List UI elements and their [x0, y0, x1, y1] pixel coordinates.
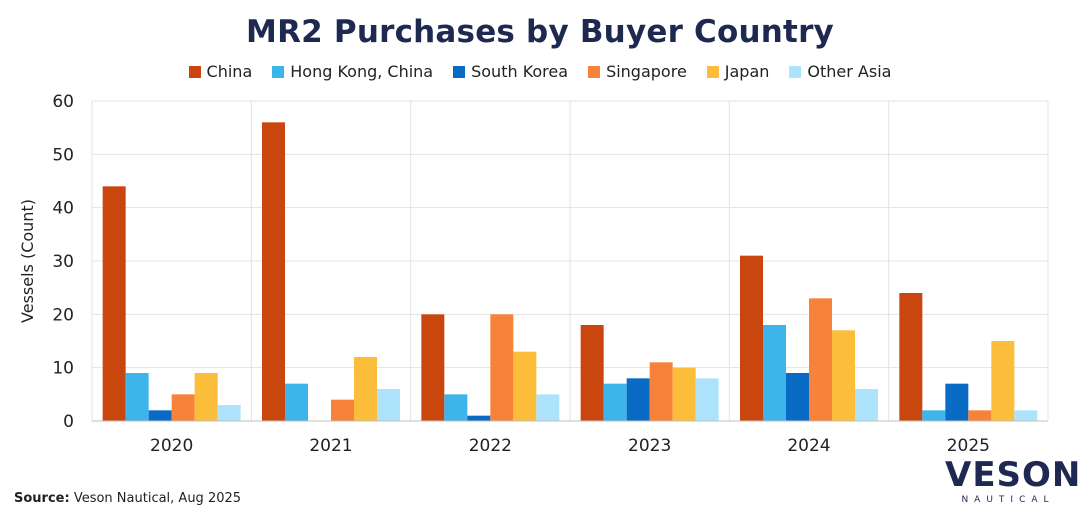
bar	[354, 357, 377, 421]
bar	[194, 373, 218, 421]
legend-label: Hong Kong, China	[290, 62, 434, 81]
bar	[490, 314, 514, 421]
x-tick-label: 2024	[787, 436, 830, 456]
y-tick-label: 30	[52, 252, 74, 272]
bar	[649, 362, 673, 421]
bar	[102, 186, 126, 421]
bar	[421, 314, 445, 421]
x-tick-label: 2022	[469, 436, 512, 456]
bar	[580, 325, 604, 421]
bar	[899, 293, 923, 421]
bar	[467, 415, 491, 421]
logo-wordmark: VESON	[945, 455, 1080, 495]
legend-item: South Korea	[453, 62, 568, 81]
bar	[331, 399, 354, 421]
legend-label: China	[206, 62, 253, 81]
y-tick-label: 0	[63, 412, 74, 432]
legend-item: Other Asia	[789, 62, 891, 81]
bar	[125, 373, 149, 421]
y-tick-label: 20	[52, 305, 74, 325]
source-note: Source: Veson Nautical, Aug 2025	[14, 491, 241, 506]
bar	[763, 325, 786, 421]
veson-logo: VESON NAUTICAL	[945, 455, 1080, 505]
bar	[809, 298, 832, 421]
legend-swatch	[588, 65, 601, 78]
x-tick-label: 2023	[628, 436, 671, 456]
bar	[513, 351, 537, 421]
legend-swatch	[272, 65, 285, 78]
bar	[536, 394, 560, 421]
y-tick-label: 40	[52, 199, 74, 219]
legend-label: Japan	[724, 62, 770, 81]
bar	[740, 255, 763, 421]
bar	[672, 367, 696, 421]
x-tick-label: 2021	[309, 436, 352, 456]
legend-label: South Korea	[471, 62, 569, 81]
legend-item: Singapore	[588, 62, 687, 81]
legend-label: Singapore	[606, 62, 687, 81]
bar	[171, 394, 195, 421]
legend-item: Hong Kong, China	[272, 62, 433, 81]
bar	[444, 394, 468, 421]
bar	[945, 383, 969, 421]
bar	[1014, 410, 1038, 421]
legend-item: Japan	[706, 62, 770, 81]
legend-swatch	[789, 65, 802, 78]
source-label: Source:	[14, 491, 70, 506]
chart-legend: China Hong Kong, China South Korea Singapor…	[0, 62, 1080, 81]
bar	[285, 383, 308, 421]
legend-item: China	[188, 62, 253, 81]
legend-label: Other Asia	[807, 62, 892, 81]
bar	[148, 410, 172, 421]
bar	[626, 378, 650, 421]
logo-subtext: NAUTICAL	[961, 495, 1055, 505]
chart-title: MR2 Purchases by Buyer Country	[246, 14, 834, 50]
source-text: Veson Nautical, Aug 2025	[69, 491, 242, 506]
y-tick-label: 10	[52, 359, 74, 379]
legend-swatch	[453, 65, 466, 78]
y-tick-label: 50	[52, 145, 74, 165]
bar	[786, 373, 809, 421]
bar	[262, 122, 285, 421]
y-axis-label: Vessels (Count)	[18, 199, 37, 323]
x-tick-label: 2025	[947, 436, 990, 456]
bar	[217, 405, 241, 421]
bar	[603, 383, 627, 421]
legend-swatch	[188, 65, 201, 78]
bar	[695, 378, 719, 421]
x-tick-label: 2020	[150, 436, 193, 456]
bar	[855, 389, 878, 421]
bar	[832, 330, 855, 421]
y-tick-label: 60	[52, 92, 74, 112]
bar	[922, 410, 946, 421]
bar	[968, 410, 992, 421]
bar	[991, 341, 1015, 421]
bar	[377, 389, 400, 421]
legend-swatch	[706, 65, 719, 78]
